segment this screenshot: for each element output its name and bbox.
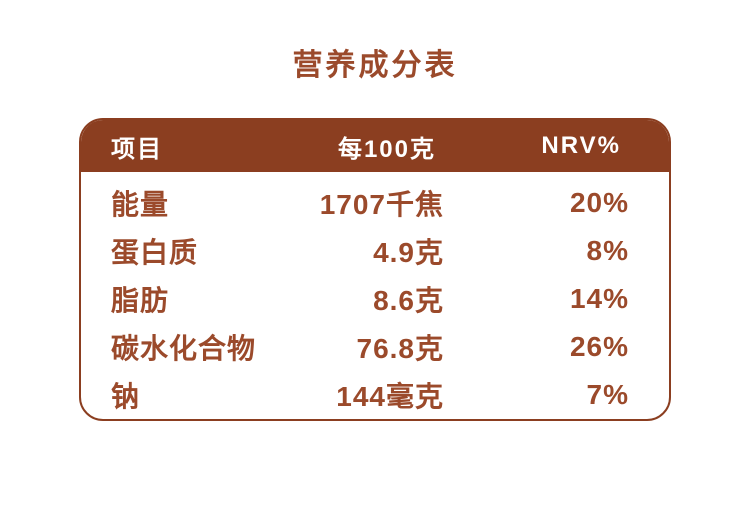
header-cell-item: 项目 — [111, 135, 163, 163]
table-header-row: 项目 每100克 NRV% — [81, 120, 669, 172]
row-value-nrv: 7% — [586, 379, 629, 410]
row-label: 碳水化合物 — [111, 333, 257, 364]
row-value-nrv: 26% — [569, 331, 629, 362]
row-value-per100g: 76.8克 — [356, 333, 444, 364]
row-value-nrv: 14% — [569, 283, 629, 314]
row-value-per100g: 1707千焦 — [319, 189, 444, 220]
header-cell-nrv: NRV% — [541, 132, 621, 159]
table-row-protein: 蛋白质 4.9克 8% — [81, 227, 669, 275]
page-title: 营养成分表 — [292, 49, 458, 82]
table-row-sodium: 钠 144毫克 7% — [81, 371, 669, 419]
row-value-per100g: 144毫克 — [336, 381, 444, 412]
nutrition-table: 项目 每100克 NRV% 能量 1707千焦 20% 蛋白质 4.9克 8% … — [79, 118, 671, 421]
table-body: 能量 1707千焦 20% 蛋白质 4.9克 8% 脂肪 8.6克 14% 碳水… — [81, 172, 669, 419]
row-value-nrv: 20% — [569, 187, 629, 218]
row-value-per100g: 8.6克 — [373, 285, 444, 316]
row-label: 钠 — [111, 381, 141, 412]
row-value-per100g: 4.9克 — [373, 237, 444, 268]
row-value-nrv: 8% — [586, 235, 629, 266]
row-label: 能量 — [111, 189, 170, 220]
header-cell-per100g: 每100克 — [337, 135, 436, 163]
table-row-fat: 脂肪 8.6克 14% — [81, 275, 669, 323]
row-label: 蛋白质 — [111, 237, 199, 268]
row-label: 脂肪 — [111, 285, 170, 316]
table-row-energy: 能量 1707千焦 20% — [81, 179, 669, 227]
table-row-carbohydrate: 碳水化合物 76.8克 26% — [81, 323, 669, 371]
